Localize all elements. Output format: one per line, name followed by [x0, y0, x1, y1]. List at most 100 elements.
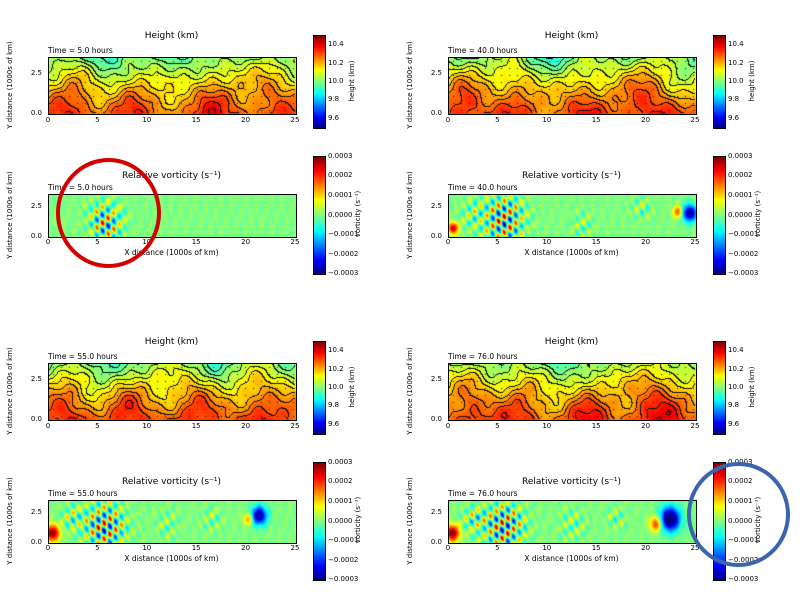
height-x-ticks: 0 5 10 15 20 25: [46, 116, 300, 125]
x-tick-label: 15: [591, 422, 601, 430]
height-heatmap-canvas: [449, 58, 696, 114]
colorbar-tick-label: 0.0000: [328, 516, 353, 525]
height-colorbar: [713, 35, 726, 129]
x-tick-label: 25: [290, 422, 300, 430]
colorbar-tick-label: 10.0: [728, 383, 744, 391]
x-tick-label: 20: [241, 544, 251, 552]
vorticity-x-ticks: 0 5 10 15 20 25: [446, 544, 700, 553]
y-tick-label: 2.5: [430, 202, 442, 210]
y-tick-label: 2.5: [30, 375, 42, 383]
x-tick-label: 10: [542, 238, 552, 246]
x-tick-label: 20: [641, 116, 651, 124]
height-colorbar-ticks: 10.4 10.2 10.0 9.8 9.6: [728, 341, 762, 433]
colorbar-tick-label: 9.6: [328, 419, 340, 428]
y-tick-label: 0.0: [30, 538, 42, 546]
colorbar-tick-label: 0.0003: [728, 152, 753, 160]
x-tick-label: 15: [191, 116, 201, 124]
height-y-ticks: 2.5 0.0: [416, 57, 444, 117]
x-tick-label: 10: [142, 116, 152, 124]
height-colorbar: [713, 341, 726, 435]
vorticity-plot-title: Relative vorticity (s⁻¹): [122, 171, 221, 181]
vorticity-colorbar-ticks: 0.0003 0.0002 0.0001 0.0000 −0.0001 −0.0002 −0…: [328, 458, 362, 583]
vorticity-colorbar-label: vorticity (s⁻¹): [754, 190, 762, 238]
colorbar-tick-label: 9.8: [728, 95, 740, 104]
colorbar-tick-label: 9.8: [328, 401, 340, 410]
x-tick-label: 25: [290, 238, 300, 246]
vorticity-colorbar-ticks: 0.0003 0.0002 0.0001 0.0000 −0.0001 −0.0002 −0…: [728, 152, 762, 277]
time-label: Time = 55.0 hours: [48, 352, 118, 361]
vorticity-x-ticks: 0 5 10 15 20 25: [446, 238, 700, 247]
x-tick-label: 25: [690, 116, 700, 124]
colorbar-tick-label: 10.0: [728, 77, 744, 85]
vorticity-heatmap-canvas: [49, 195, 296, 237]
colorbar-tick-label: 10.4: [728, 40, 744, 49]
vorticity-colorbar-label: vorticity (s⁻¹): [754, 496, 762, 544]
colorbar-tick-label: −0.0001: [728, 535, 759, 544]
colorbar-tick-label: 0.0002: [728, 477, 753, 486]
height-y-axis-label: Y distance (1000s of km): [406, 41, 414, 129]
colorbar-tick-label: −0.0001: [328, 535, 359, 544]
vorticity-plot-title: Relative vorticity (s⁻¹): [522, 477, 621, 487]
vorticity-heatmap: [48, 500, 297, 544]
x-tick-label: 15: [191, 238, 201, 246]
vorticity-y-axis-label: Y distance (1000s of km): [406, 171, 414, 259]
time-label: Time = 40.0 hours: [448, 183, 518, 192]
height-colorbar-ticks: 10.4 10.2 10.0 9.8 9.6: [728, 35, 762, 127]
colorbar-tick-label: 0.0002: [328, 171, 353, 180]
vorticity-colorbar: [713, 462, 726, 581]
vorticity-heatmap-canvas: [449, 501, 696, 543]
y-tick-label: 2.5: [430, 375, 442, 383]
height-y-axis-label: Y distance (1000s of km): [6, 347, 14, 435]
colorbar-tick-label: −0.0002: [328, 249, 359, 258]
vorticity-y-axis-label: Y distance (1000s of km): [406, 477, 414, 565]
y-tick-label: 0.0: [30, 109, 42, 117]
x-tick-label: 5: [95, 544, 100, 552]
height-y-ticks: 2.5 0.0: [16, 57, 44, 117]
vorticity-heatmap-canvas: [449, 195, 696, 237]
colorbar-tick-label: 10.2: [728, 364, 744, 373]
height-heatmap-canvas: [49, 364, 296, 420]
panel-time-76h: Height (km) Time = 76.0 hours 2.5 0.0 Y d…: [400, 306, 800, 612]
colorbar-tick-label: 0.0000: [328, 210, 353, 219]
colorbar-tick-label: 10.2: [328, 364, 344, 373]
height-heatmap: [48, 57, 297, 115]
vorticity-colorbar: [713, 156, 726, 275]
colorbar-tick-label: 0.0001: [728, 190, 753, 199]
colorbar-tick-label: −0.0001: [728, 229, 759, 238]
vorticity-heatmap: [448, 500, 697, 544]
vorticity-heatmap: [48, 194, 297, 238]
panel-time-5h: Height (km) Time = 5.0 hours 2.5 0.0 Y di…: [0, 0, 400, 306]
x-tick-label: 5: [495, 116, 500, 124]
height-heatmap: [448, 57, 697, 115]
height-plot-title: Height (km): [544, 337, 599, 347]
vorticity-plot-title: Relative vorticity (s⁻¹): [122, 477, 221, 487]
y-tick-label: 0.0: [430, 109, 442, 117]
vorticity-colorbar-label: vorticity (s⁻¹): [354, 190, 362, 238]
vorticity-x-axis-label: X distance (1000s of km): [524, 554, 619, 563]
x-tick-label: 10: [142, 544, 152, 552]
x-tick-label: 5: [495, 544, 500, 552]
colorbar-tick-label: −0.0003: [328, 269, 359, 277]
x-tick-label: 0: [45, 544, 51, 552]
colorbar-tick-label: −0.0002: [728, 555, 759, 564]
height-colorbar-ticks: 10.4 10.2 10.0 9.8 9.6: [328, 341, 362, 433]
x-tick-label: 15: [591, 544, 601, 552]
colorbar-tick-label: 9.8: [728, 401, 740, 410]
time-label: Time = 40.0 hours: [448, 46, 518, 55]
colorbar-tick-label: 10.2: [728, 58, 744, 67]
colorbar-tick-label: 9.6: [728, 113, 740, 122]
x-tick-label: 5: [495, 238, 500, 246]
y-tick-label: 2.5: [430, 69, 442, 77]
y-tick-label: 0.0: [430, 538, 442, 546]
x-tick-label: 0: [45, 422, 51, 430]
height-heatmap-canvas: [449, 364, 696, 420]
height-colorbar-label: height (km): [348, 366, 356, 408]
colorbar-tick-label: 10.4: [328, 346, 344, 355]
vorticity-y-axis-label: Y distance (1000s of km): [6, 171, 14, 259]
y-tick-label: 2.5: [30, 69, 42, 77]
x-tick-label: 10: [542, 422, 552, 430]
height-colorbar-label: height (km): [748, 60, 756, 102]
vorticity-y-ticks: 2.5 0.0: [16, 500, 44, 546]
colorbar-tick-label: 10.0: [328, 77, 344, 85]
height-heatmap: [48, 363, 297, 421]
